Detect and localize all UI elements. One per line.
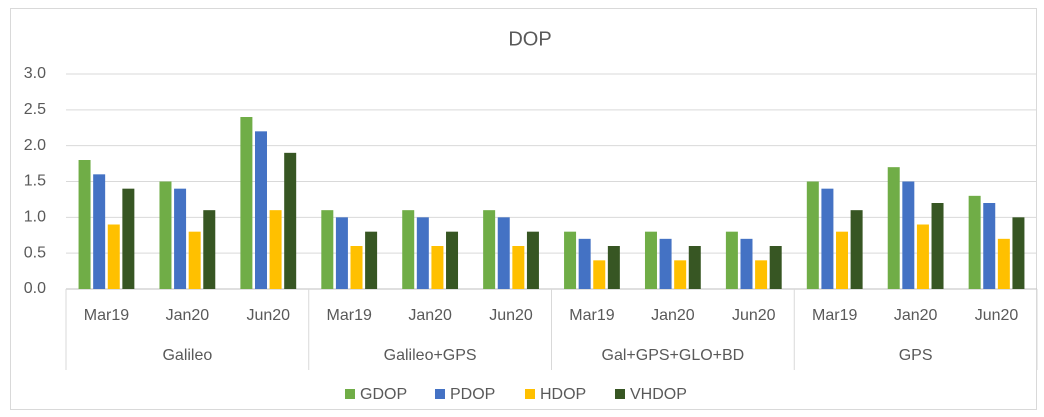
legend-swatch — [525, 389, 535, 399]
group-label: Galileo+GPS — [384, 347, 477, 364]
bar — [174, 188, 187, 289]
bar — [159, 181, 172, 289]
bar — [431, 246, 444, 289]
x-tick-label: Jan20 — [408, 307, 452, 324]
bar — [78, 160, 91, 289]
chart-title: DOP — [508, 28, 551, 50]
group-label: Galileo — [162, 347, 212, 364]
bar — [254, 131, 267, 289]
bar — [1012, 217, 1025, 289]
bar — [446, 231, 459, 289]
y-tick-label: 3.0 — [24, 65, 46, 82]
bar — [564, 231, 577, 289]
bar — [512, 246, 525, 289]
y-tick-label: 2.5 — [24, 101, 46, 118]
y-tick-label: 1.0 — [24, 209, 46, 226]
bar — [674, 260, 687, 289]
x-tick-label: Jun20 — [975, 307, 1019, 324]
y-tick-label: 2.0 — [24, 137, 46, 154]
x-tick-label: Jan20 — [894, 307, 938, 324]
bar — [188, 231, 201, 289]
bar — [321, 210, 334, 289]
bar — [269, 210, 282, 289]
legend-swatch — [345, 389, 355, 399]
bar — [997, 238, 1010, 289]
x-tick-label: Jun20 — [489, 307, 533, 324]
bar — [740, 238, 753, 289]
bar — [983, 203, 996, 289]
bar — [483, 210, 496, 289]
bar — [968, 195, 981, 289]
bar — [578, 238, 591, 289]
legend-label: PDOP — [450, 386, 495, 403]
bar — [688, 246, 701, 289]
x-tick-label: Jun20 — [246, 307, 290, 324]
legend-label: HDOP — [540, 386, 586, 403]
bar — [725, 231, 738, 289]
x-tick-label: Jan20 — [166, 307, 210, 324]
bar — [365, 231, 378, 289]
group-label: Gal+GPS+GLO+BD — [602, 347, 745, 364]
legend-label: VHDOP — [630, 386, 687, 403]
bar — [769, 246, 782, 289]
bar — [887, 167, 900, 289]
bar — [659, 238, 672, 289]
bar — [593, 260, 606, 289]
bar — [836, 231, 849, 289]
bar — [284, 152, 297, 289]
x-tick-label: Jan20 — [651, 307, 695, 324]
x-tick-label: Mar19 — [812, 307, 857, 324]
y-tick-label: 0.0 — [24, 280, 46, 297]
bar — [644, 231, 657, 289]
bar — [350, 246, 363, 289]
bar — [416, 217, 429, 289]
bar — [607, 246, 620, 289]
legend-label: GDOP — [360, 386, 407, 403]
bar — [122, 188, 135, 289]
bar — [931, 203, 944, 289]
legend-swatch — [615, 389, 625, 399]
bar — [526, 231, 539, 289]
bar — [850, 210, 863, 289]
bar — [916, 224, 929, 289]
y-tick-label: 0.5 — [24, 244, 46, 261]
x-tick-label: Mar19 — [327, 307, 372, 324]
group-label: GPS — [899, 347, 933, 364]
bar — [497, 217, 510, 289]
bar — [821, 188, 834, 289]
bar — [107, 224, 120, 289]
x-tick-label: Mar19 — [569, 307, 614, 324]
bar — [402, 210, 415, 289]
legend-swatch — [435, 389, 445, 399]
bar — [755, 260, 768, 289]
bar — [93, 174, 106, 289]
bar — [806, 181, 819, 289]
x-tick-label: Jun20 — [732, 307, 776, 324]
bar — [902, 181, 915, 289]
bar — [240, 117, 253, 289]
bar — [335, 217, 348, 289]
y-tick-label: 1.5 — [24, 173, 46, 190]
bar — [203, 210, 216, 289]
x-tick-label: Mar19 — [84, 307, 129, 324]
